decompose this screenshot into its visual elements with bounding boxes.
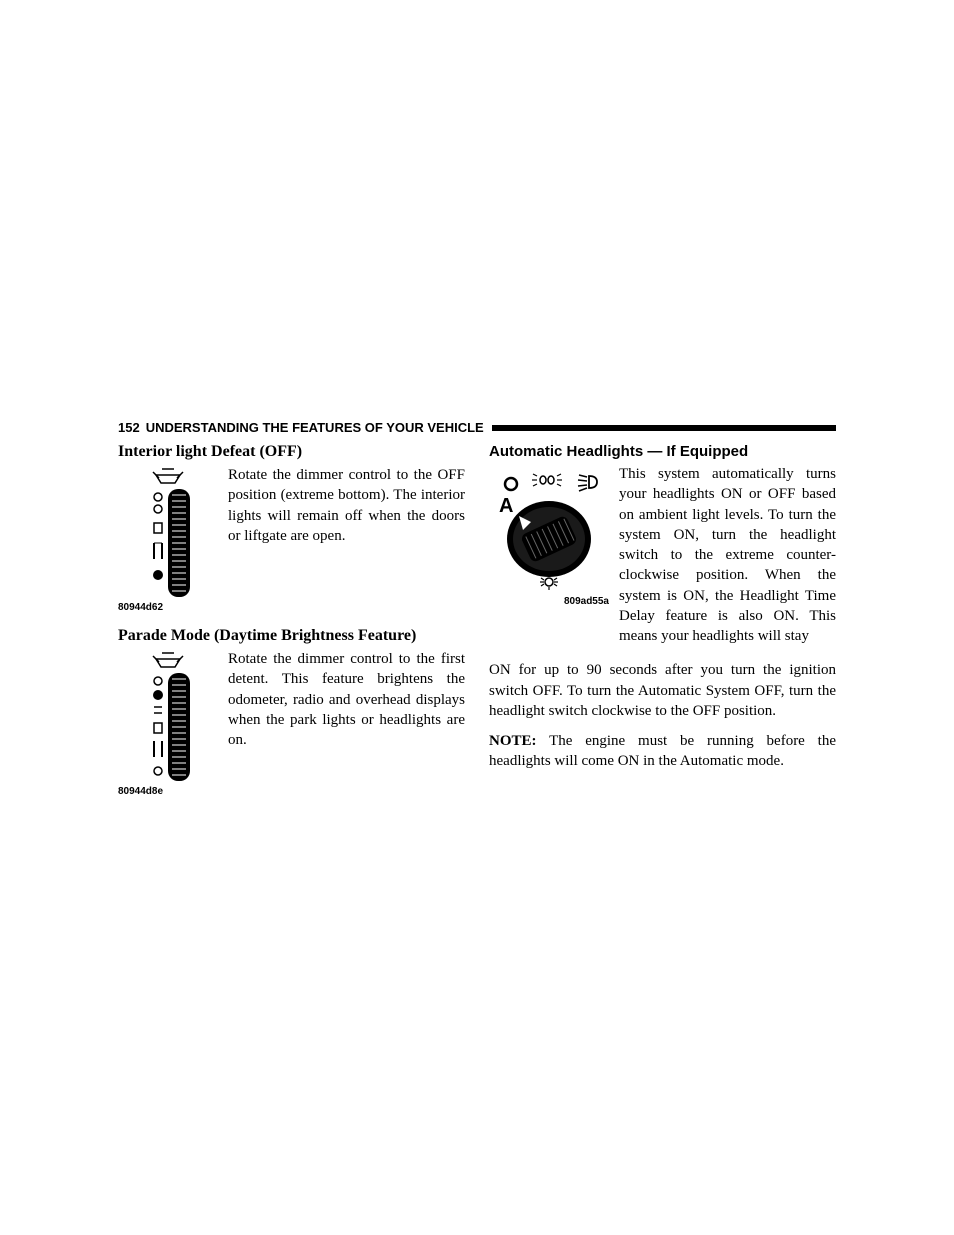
section-body: Rotate the dimmer control to the first d… [228,649,465,750]
section-title-parade: Parade Mode (Daytime Brightness Feature) [118,627,465,645]
dimmer-figure-parade: 80944d8e [118,649,218,797]
dimmer-figure-off: 80944d62 [118,465,218,613]
right-column: Automatic Headlights — If Equipped [489,443,836,811]
content-columns: Interior light Defeat (OFF) [118,443,836,811]
section-title-auto-headlights: Automatic Headlights — If Equipped [489,443,836,460]
header-title: UNDERSTANDING THE FEATURES OF YOUR VEHIC… [146,420,484,435]
note-block: NOTE: The engine must be running before … [489,731,836,772]
page-header: 152 UNDERSTANDING THE FEATURES OF YOUR V… [118,420,836,435]
left-column: Interior light Defeat (OFF) [118,443,465,811]
svg-text:A: A [499,495,513,517]
figure-caption: 80944d62 [118,602,218,613]
section-auto-headlights: A [489,464,836,646]
figure-caption: 809ad55a [489,596,609,607]
headlight-switch-figure: A [489,464,609,607]
section-title-interior-light: Interior light Defeat (OFF) [118,443,465,461]
figure-caption: 80944d8e [118,786,218,797]
page-number: 152 [118,420,140,435]
section-parade: 80944d8e Rotate the dimmer control to th… [118,649,465,797]
section-interior-light: 80944d62 Rotate the dimmer control to th… [118,465,465,613]
section-body-continuation: ON for up to 90 seconds after you turn t… [489,660,836,721]
section-body: Rotate the dimmer control to the OFF pos… [228,465,465,546]
note-label: NOTE: [489,733,537,749]
header-rule [492,425,836,431]
note-body: The engine must be running before the he… [489,733,836,769]
section-body-wrap: This system automatically turns your hea… [619,464,836,646]
